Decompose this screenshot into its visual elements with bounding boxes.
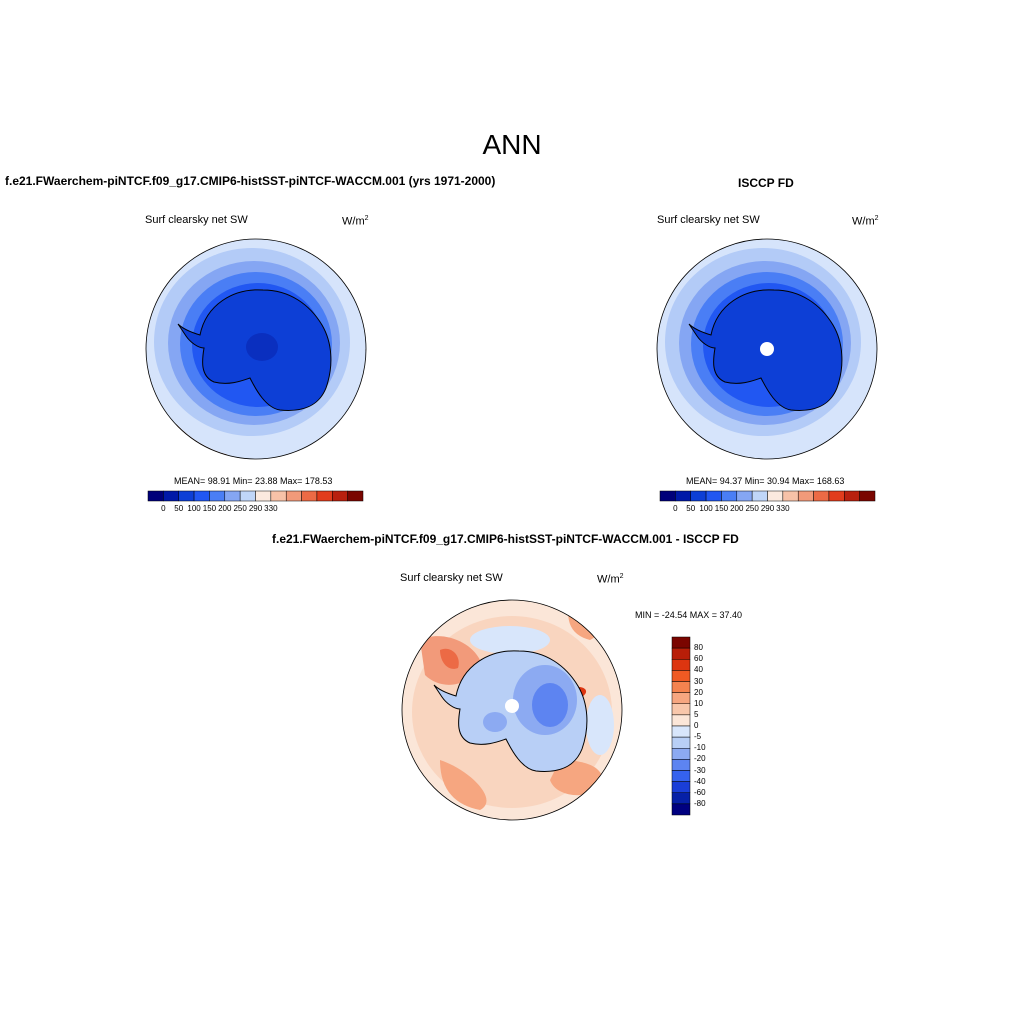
diff-colorbar-tick-label: 40 bbox=[694, 665, 703, 675]
diff-polar-map bbox=[401, 599, 623, 821]
model-colorbar-swatch bbox=[316, 490, 333, 502]
diff-colorbar-tick-label: -40 bbox=[694, 776, 706, 786]
diff-colorbar-swatch bbox=[671, 692, 691, 704]
model-colorbar-swatch bbox=[285, 490, 302, 502]
diff-colorbar-tick-label: -80 bbox=[694, 798, 706, 808]
model-colorbar-swatch bbox=[301, 490, 318, 502]
obs-colorbar-swatch bbox=[736, 490, 753, 502]
model-colorbar-tick-label: 200 bbox=[218, 504, 232, 513]
obs-colorbar-tick-label: 330 bbox=[776, 504, 790, 513]
obs-colorbar-tick-label: 150 bbox=[714, 504, 729, 513]
obs-stats: MEAN= 94.37 Min= 30.94 Max= 168.63 bbox=[686, 476, 845, 486]
obs-colorbar bbox=[659, 490, 876, 502]
diff-colorbar-swatch bbox=[671, 759, 691, 771]
obs-colorbar-swatch bbox=[859, 490, 876, 502]
model-run-title: f.e21.FWaerchem-piNTCF.f09_g17.CMIP6-his… bbox=[5, 174, 496, 188]
obs-colorbar-swatch bbox=[690, 490, 707, 502]
model-colorbar-tick-label: 50 bbox=[174, 504, 184, 513]
model-colorbar-swatch bbox=[270, 490, 287, 502]
diff-colorbar-tick-label: -20 bbox=[694, 754, 706, 764]
model-colorbar-swatch bbox=[147, 490, 164, 502]
model-colorbar-tick-label: 0 bbox=[161, 504, 166, 513]
model-colorbar-swatch bbox=[347, 490, 364, 502]
diff-stats: MIN = -24.54 MAX = 37.40 bbox=[635, 610, 743, 620]
obs-colorbar-tick-label: 200 bbox=[730, 504, 744, 513]
obs-colorbar-swatch bbox=[813, 490, 830, 502]
diff-colorbar-swatch bbox=[671, 659, 691, 671]
model-colorbar-swatch bbox=[239, 490, 256, 502]
diff-colorbar bbox=[671, 636, 691, 816]
obs-colorbar-swatch bbox=[828, 490, 845, 502]
diff-colorbar-tick-label: -5 bbox=[694, 732, 702, 742]
diff-colorbar-tick-label: -30 bbox=[694, 765, 706, 775]
model-colorbar-swatch bbox=[163, 490, 179, 502]
obs-colorbar-swatch bbox=[721, 490, 738, 502]
obs-colorbar-swatch bbox=[659, 490, 676, 502]
diff-variable-label: Surf clearsky net SW bbox=[400, 572, 503, 584]
diff-colorbar-tick-label: 20 bbox=[694, 687, 703, 697]
diff-colorbar-swatch bbox=[671, 748, 691, 760]
diff-colorbar-swatch bbox=[671, 725, 691, 738]
diff-colorbar-tick-label: 30 bbox=[694, 676, 703, 686]
diff-colorbar-swatch bbox=[671, 703, 691, 716]
obs-polar-map bbox=[656, 238, 878, 460]
model-colorbar-swatch bbox=[193, 490, 210, 502]
model-stats: MEAN= 98.91 Min= 23.88 Max= 178.53 bbox=[174, 476, 333, 486]
model-colorbar-tick-label: 150 bbox=[202, 504, 217, 513]
obs-colorbar-tick-label: 0 bbox=[673, 504, 678, 513]
obs-colorbar-swatch bbox=[705, 490, 722, 502]
obs-colorbar-swatch bbox=[782, 490, 799, 502]
diff-colorbar-swatch bbox=[671, 714, 691, 727]
diff-colorbar-swatch bbox=[671, 647, 691, 660]
diff-colorbar-swatch bbox=[671, 670, 691, 682]
model-colorbar-swatch bbox=[209, 490, 226, 502]
diff-colorbar-tick-label: 60 bbox=[694, 654, 703, 664]
obs-colorbar-swatch bbox=[844, 490, 860, 502]
model-colorbar-swatch bbox=[224, 490, 241, 502]
obs-colorbar-swatch bbox=[767, 490, 784, 502]
model-colorbar-swatch bbox=[178, 490, 195, 502]
model-polar-map bbox=[145, 238, 367, 460]
obs-colorbar-tick-label: 290 bbox=[760, 504, 775, 513]
obs-variable-label: Surf clearsky net SW bbox=[657, 214, 760, 226]
model-units-label: W/m2 bbox=[342, 215, 369, 228]
model-colorbar bbox=[147, 490, 364, 502]
obs-colorbar-swatch bbox=[797, 490, 814, 502]
obs-colorbar-tick-label: 250 bbox=[745, 504, 759, 513]
model-variable-label: Surf clearsky net SW bbox=[145, 214, 248, 226]
diff-colorbar-swatch bbox=[671, 681, 691, 693]
diff-colorbar-swatch bbox=[671, 792, 691, 805]
diff-units-label: W/m2 bbox=[597, 573, 624, 586]
diff-colorbar-tick-label: 0 bbox=[694, 721, 699, 730]
main-title: ANN bbox=[482, 129, 542, 160]
diff-colorbar-swatch bbox=[671, 636, 691, 649]
diff-colorbar-tick-label: -10 bbox=[694, 743, 706, 753]
diff-colorbar-swatch bbox=[671, 770, 691, 782]
model-colorbar-swatch bbox=[255, 490, 272, 502]
diff-colorbar-swatch bbox=[671, 736, 691, 749]
model-colorbar-swatch bbox=[332, 490, 348, 502]
diff-colorbar-tick-label: 5 bbox=[694, 709, 699, 719]
model-colorbar-tick-label: 250 bbox=[233, 504, 247, 513]
diff-run-title: f.e21.FWaerchem-piNTCF.f09_g17.CMIP6-his… bbox=[272, 532, 739, 546]
obs-colorbar-swatch bbox=[675, 490, 691, 502]
obs-units-label: W/m2 bbox=[852, 215, 879, 228]
diff-colorbar-tick-label: 10 bbox=[694, 698, 703, 708]
diff-colorbar-swatch bbox=[671, 803, 691, 816]
model-colorbar-tick-label: 330 bbox=[264, 504, 278, 513]
obs-colorbar-tick-label: 100 bbox=[699, 504, 713, 513]
obs-colorbar-swatch bbox=[751, 490, 768, 502]
obs-colorbar-tick-label: 50 bbox=[686, 504, 696, 513]
diff-colorbar-tick-label: 80 bbox=[694, 643, 703, 653]
diff-colorbar-tick-label: -60 bbox=[694, 787, 706, 797]
model-colorbar-tick-label: 100 bbox=[187, 504, 201, 513]
model-colorbar-tick-label: 290 bbox=[248, 504, 263, 513]
diff-colorbar-swatch bbox=[671, 781, 691, 793]
obs-run-title: ISCCP FD bbox=[738, 176, 794, 190]
